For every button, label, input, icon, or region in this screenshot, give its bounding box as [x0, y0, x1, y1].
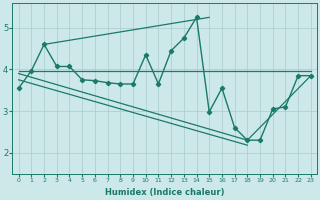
X-axis label: Humidex (Indice chaleur): Humidex (Indice chaleur): [105, 188, 225, 197]
